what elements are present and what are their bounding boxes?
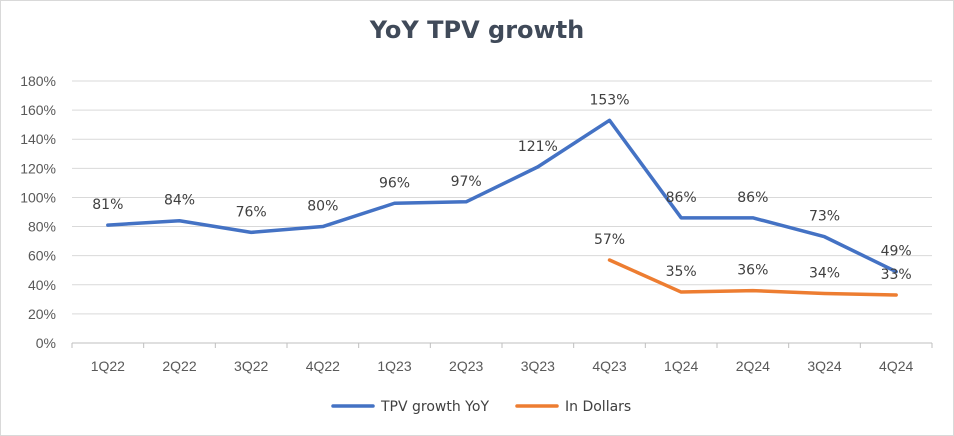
data-label: 73% <box>809 209 840 225</box>
data-label: 86% <box>666 190 697 206</box>
x-tick-label: 2Q23 <box>449 358 483 374</box>
x-tick-label: 4Q24 <box>879 358 913 374</box>
x-tick-label: 1Q23 <box>377 358 411 374</box>
x-tick-label: 3Q22 <box>234 358 268 374</box>
x-tick-label: 3Q24 <box>807 358 841 374</box>
legend-label: In Dollars <box>565 399 631 415</box>
data-label: 84% <box>164 193 195 209</box>
y-tick-label: 180% <box>20 73 56 89</box>
y-tick-label: 80% <box>28 219 56 235</box>
data-label: 81% <box>92 197 123 213</box>
data-label: 35% <box>666 264 697 280</box>
data-label: 121% <box>518 139 558 155</box>
gridlines <box>72 80 932 344</box>
data-label: 36% <box>737 263 768 279</box>
x-tick-label: 3Q23 <box>521 358 555 374</box>
data-label: 96% <box>379 175 410 191</box>
series-lines <box>106 118 898 297</box>
data-label: 33% <box>881 267 912 283</box>
chart-title: YoY TPV growth <box>369 16 585 44</box>
x-tick-label: 4Q22 <box>306 358 340 374</box>
data-labels: 81% 84% 76% 80% 96% 97% 121% 153% 86% 86% 73% 49% 57… <box>92 92 911 283</box>
x-tick-label: 2Q22 <box>162 358 196 374</box>
y-tick-label: 160% <box>20 102 56 118</box>
y-tick-label: 20% <box>28 306 56 322</box>
y-axis-labels: 0% 20% 40% 60% 80% 100% 120% 140% 160% 180% <box>20 73 56 351</box>
x-axis-labels: 1Q22 2Q22 3Q22 4Q22 1Q23 2Q23 3Q23 4Q23 1Q24 2Q24… <box>71 343 933 374</box>
data-label: 49% <box>881 244 912 260</box>
x-tick-label: 4Q23 <box>592 358 626 374</box>
data-label: 97% <box>451 174 482 190</box>
data-label: 86% <box>737 190 768 206</box>
data-label: 153% <box>589 92 629 108</box>
legend: TPV growth YoY In Dollars <box>331 399 631 415</box>
y-tick-label: 0% <box>36 335 56 351</box>
data-label: 34% <box>809 266 840 282</box>
legend-label: TPV growth YoY <box>380 399 489 415</box>
y-tick-label: 40% <box>28 277 56 293</box>
x-tick-label: 1Q24 <box>664 358 698 374</box>
data-label: 76% <box>236 204 267 220</box>
series-line-0 <box>106 118 898 274</box>
data-label: 80% <box>307 199 338 215</box>
x-tick-label: 2Q24 <box>736 358 770 374</box>
y-tick-label: 120% <box>20 160 56 176</box>
y-tick-label: 100% <box>20 189 56 205</box>
y-tick-label: 60% <box>28 248 56 264</box>
x-tick-label: 1Q22 <box>91 358 125 374</box>
data-label: 57% <box>594 232 625 248</box>
y-tick-label: 140% <box>20 131 56 147</box>
